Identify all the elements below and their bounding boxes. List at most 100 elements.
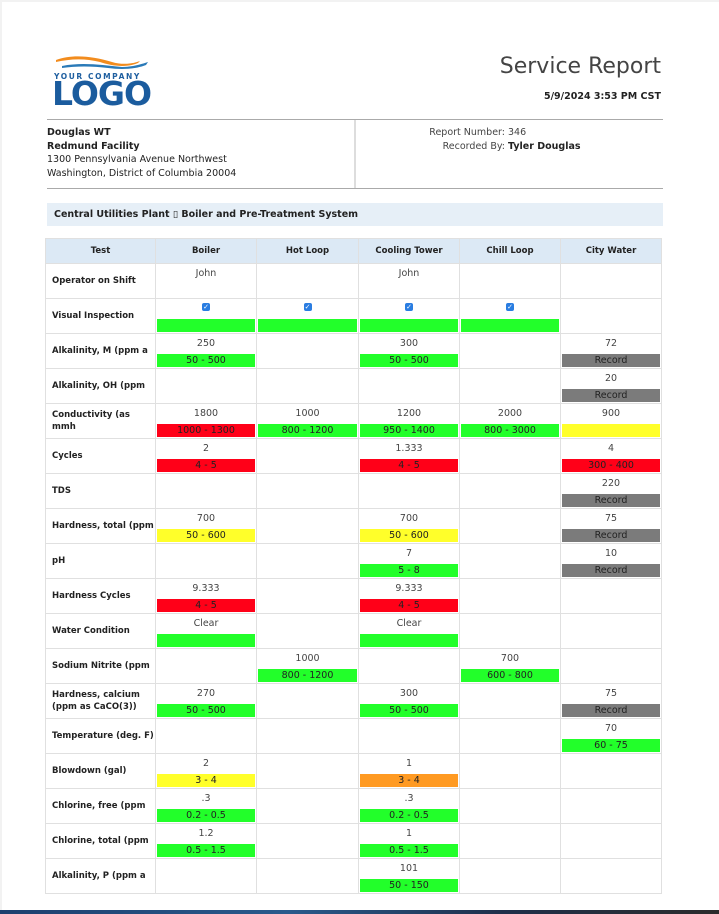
range-badge: 4 - 5 (157, 599, 255, 612)
report-meta: Report Number: 346 Recorded By: Tyler Do… (387, 126, 580, 153)
range-badge (360, 634, 458, 647)
result-cell (256, 333, 359, 369)
range-badge: 800 - 1200 (258, 424, 357, 437)
result-cell (560, 648, 662, 684)
result-cell: 2 3 - 4 (155, 753, 257, 789)
result-cell: 1.333 4 - 5 (358, 438, 460, 474)
result-value: Clear (396, 618, 422, 629)
range-badge (157, 634, 255, 647)
table-row: Water Condition Clear Clear (45, 613, 662, 649)
test-name: Temperature (deg. F) (45, 718, 156, 754)
result-cell (256, 613, 359, 649)
checkbox-checked-icon[interactable]: ✓ (202, 303, 210, 311)
range-badge: 800 - 3000 (461, 424, 559, 437)
result-value: 20 (604, 373, 618, 384)
table-row: Hardness, calcium (ppm as CaCO(3)) 270 50 … (45, 683, 662, 719)
result-value: John (398, 268, 420, 279)
range-badge: 3 - 4 (360, 774, 458, 787)
logo-tagline: YOUR COMPANY (54, 72, 141, 81)
test-name: Chlorine, total (ppm (45, 823, 156, 859)
range-badge: 300 - 400 (562, 459, 660, 472)
table-row: Operator on Shift John John (45, 263, 662, 299)
column-header: Hot Loop (256, 238, 359, 264)
range-badge: 0.5 - 1.5 (360, 844, 458, 857)
result-cell (256, 368, 359, 404)
range-badge: Record (562, 704, 660, 717)
result-value: 72 (604, 338, 618, 349)
result-cell (155, 368, 257, 404)
result-cell (155, 543, 257, 579)
result-cell (459, 753, 561, 789)
test-name: pH (45, 543, 156, 579)
result-cell: .3 0.2 - 0.5 (358, 788, 460, 824)
column-header: City Water (560, 238, 662, 264)
result-cell (459, 368, 561, 404)
result-value: 1200 (396, 408, 422, 419)
test-name: Hardness, calcium (ppm as CaCO(3)) (45, 683, 156, 719)
result-cell: 220 Record (560, 473, 662, 509)
result-cell: 300 50 - 500 (358, 333, 460, 369)
result-cell (459, 543, 561, 579)
result-cell (358, 368, 460, 404)
result-cell (560, 858, 662, 894)
result-cell: 9.333 4 - 5 (155, 578, 257, 614)
table-row: Cycles 2 4 - 5 1.333 4 - 5 4 300 - 400 (45, 438, 662, 474)
result-cell (256, 858, 359, 894)
range-badge (258, 319, 357, 332)
result-cell (358, 648, 460, 684)
result-value: 9.333 (192, 583, 220, 594)
range-badge: 50 - 600 (360, 529, 458, 542)
result-value: 700 (500, 653, 520, 664)
test-name: Cycles (45, 438, 156, 474)
result-cell: ✓ (459, 298, 561, 334)
result-cell (459, 788, 561, 824)
result-cell: Clear (155, 613, 257, 649)
table-header-row: Test Boiler Hot Loop Cooling Tower Chill… (45, 238, 662, 264)
result-cell (459, 718, 561, 754)
range-badge: 4 - 5 (360, 459, 458, 472)
result-value: 700 (399, 513, 419, 524)
result-cell: 1 0.5 - 1.5 (358, 823, 460, 859)
test-name: Chlorine, free (ppm (45, 788, 156, 824)
test-name: Operator on Shift (45, 263, 156, 299)
result-cell: ✓ (155, 298, 257, 334)
company-logo: YOUR COMPANY LOGO (52, 52, 152, 112)
result-value: 70 (604, 723, 618, 734)
info-divider (354, 120, 356, 188)
result-value: 1800 (193, 408, 219, 419)
result-value: 1000 (295, 408, 320, 419)
test-name: Hardness, total (ppm (45, 508, 156, 544)
result-value: 1 (405, 758, 413, 769)
checkbox-checked-icon[interactable]: ✓ (506, 303, 514, 311)
result-cell (256, 543, 359, 579)
checkbox-checked-icon[interactable]: ✓ (405, 303, 413, 311)
result-cell (256, 263, 359, 299)
result-value: 900 (601, 408, 621, 419)
result-cell (256, 578, 359, 614)
table-row: TDS 220 Record (45, 473, 662, 509)
result-cell: 270 50 - 500 (155, 683, 257, 719)
range-badge (461, 319, 559, 332)
result-cell: 101 50 - 150 (358, 858, 460, 894)
range-badge: 600 - 800 (461, 669, 559, 682)
result-cell (560, 753, 662, 789)
checkbox-checked-icon[interactable]: ✓ (303, 303, 312, 311)
column-header: Cooling Tower (358, 238, 460, 264)
range-badge: 0.5 - 1.5 (157, 844, 255, 857)
result-cell: 10 Record (560, 543, 662, 579)
result-cell: 1000 800 - 1200 (256, 403, 359, 439)
result-value: 2 (202, 443, 210, 454)
result-value: 220 (601, 478, 621, 489)
result-cell (560, 298, 662, 334)
result-value: Clear (193, 618, 219, 629)
range-badge: 4 - 5 (360, 599, 458, 612)
result-value: 9.333 (395, 583, 423, 594)
column-header: Boiler (155, 238, 257, 264)
result-cell: Clear (358, 613, 460, 649)
result-cell: 700 50 - 600 (358, 508, 460, 544)
range-badge: 50 - 500 (360, 354, 458, 367)
range-badge: 50 - 600 (157, 529, 255, 542)
result-cell (155, 718, 257, 754)
table-row: Conductivity (as mmh 1800 1000 - 1300 1000 8… (45, 403, 662, 439)
range-badge (157, 319, 255, 332)
